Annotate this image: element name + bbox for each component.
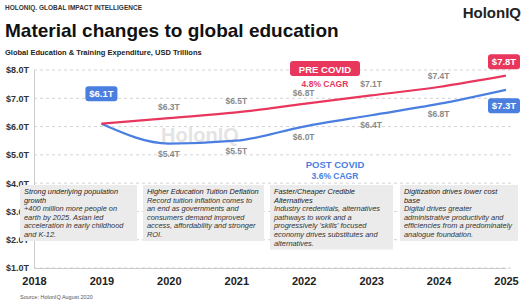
x-tick: 2018 — [22, 268, 46, 287]
legend-name: PRE COVID — [299, 64, 351, 75]
y-tick: $5.0T — [6, 150, 34, 160]
annotation: Higher Education Tuition DeflationRecord… — [143, 185, 264, 241]
x-tick: 2020 — [157, 268, 181, 287]
value-label: $6.8T — [428, 109, 451, 119]
y-tick: $8.0T — [6, 65, 34, 75]
source: Source: HolonIQ August 2020 — [20, 294, 93, 300]
y-tick-label: $6.0T — [6, 122, 30, 132]
value-label: $5.4T — [158, 149, 181, 159]
annotation-box — [143, 185, 264, 241]
logo: HolonIQ — [463, 4, 522, 21]
annotation: Strong underlying populationgrowth+400 m… — [20, 185, 137, 241]
x-tick: 2024 — [427, 268, 452, 287]
annotation-title: Faster/Cheaper CredibleAlternatives — [273, 187, 355, 205]
chart: HOLONIQ. GLOBAL IMPACT INTELLIGENCE Holon… — [0, 0, 527, 300]
value-label: $6.5T — [225, 96, 248, 106]
x-tick-label: 2021 — [225, 275, 249, 287]
x-tick-label: 2023 — [359, 275, 383, 287]
lines — [101, 76, 506, 144]
data-labels: $6.3T $6.5T $6.8T $7.1T $7.4T $7.8T $6.1T $5.4T… — [85, 54, 520, 158]
annotation-text: Record tuition inflation comes toan end … — [147, 196, 256, 239]
value-label: $7.8T — [492, 56, 516, 67]
annotation-text: Digital drives greateradministrative pro… — [404, 204, 513, 239]
grid-line — [34, 268, 514, 269]
y-tick: $1.0T — [6, 263, 34, 273]
annotation-text: +400 million more people onearth by 2025… — [24, 204, 124, 239]
grid-line — [34, 183, 514, 184]
annotation: Faster/Cheaper CredibleAlternativesIndus… — [270, 185, 393, 250]
value-label: $6.1T — [89, 88, 113, 99]
annotation-title: Strong underlying populationgrowth — [24, 187, 118, 205]
subtitle: Global Education & Training Expenditure,… — [5, 48, 202, 57]
annotation-text: Industry credentials, alternativespathwa… — [273, 204, 380, 247]
value-label: $6.0T — [293, 132, 316, 142]
value-label-box — [488, 98, 520, 113]
value-label: $7.1T — [360, 79, 383, 89]
value-label: $6.8T — [293, 88, 316, 98]
y-tick-label: $7.0T — [6, 94, 30, 104]
annotation-box — [20, 185, 137, 241]
y-tick: $6.0T — [6, 122, 34, 132]
value-label: $7.4T — [428, 71, 451, 81]
legend-cagr: 4.8% CAGR — [302, 79, 349, 89]
x-tick-label: 2024 — [427, 275, 452, 287]
x-tick: 2022 — [292, 268, 316, 287]
x-tick: 2021 — [225, 268, 249, 287]
value-label: $7.3T — [492, 100, 516, 111]
annotation-title: Digitization drives lower costbase — [404, 187, 498, 205]
value-label: $6.4T — [360, 120, 383, 130]
x-tick-label: 2020 — [157, 275, 181, 287]
x-axis-line — [35, 268, 507, 269]
x-tick-label: 2022 — [292, 275, 316, 287]
annotation-box — [270, 185, 393, 250]
x-tick: 2025 — [494, 268, 518, 287]
x-tick: 2019 — [90, 268, 114, 287]
y-tick: $7.0T — [6, 94, 34, 104]
y-axis: $1.0T$2.0T$3.0T$4.0T$5.0T$6.0T$7.0T$8.0T — [6, 65, 35, 273]
value-label: $6.3T — [158, 102, 181, 112]
legend: PRE COVID 4.8% CAGR POST COVID3.6% CAGR — [290, 61, 364, 181]
legend-name: POST COVID — [306, 159, 365, 170]
series-line — [101, 76, 506, 124]
y-tick-label: $1.0T — [6, 263, 30, 273]
value-label: $5.5T — [225, 146, 248, 156]
annotation: Digitization drives lower costbaseDigita… — [400, 185, 518, 241]
header: HOLONIQ. GLOBAL IMPACT INTELLIGENCE — [5, 4, 143, 12]
legend-box — [290, 61, 360, 76]
y-tick-label: $8.0T — [6, 65, 30, 75]
x-axis: 2018 2019 2020 2021 2022 2023 2024 2025 — [22, 268, 518, 287]
value-label-box — [85, 86, 117, 101]
x-tick-label: 2019 — [90, 275, 114, 287]
x-tick-label: 2025 — [494, 275, 518, 287]
y-tick-label: $5.0T — [6, 150, 30, 160]
annotation-box — [400, 185, 518, 241]
annotations: Strong underlying populationgrowth+400 m… — [20, 185, 518, 250]
value-label-box — [488, 54, 520, 69]
title: Material changes to global education — [5, 20, 339, 41]
x-tick-label: 2018 — [22, 275, 46, 287]
legend-cagr: 3.6% CAGR — [312, 171, 359, 181]
grid-line — [34, 154, 514, 155]
x-tick: 2023 — [359, 268, 383, 287]
